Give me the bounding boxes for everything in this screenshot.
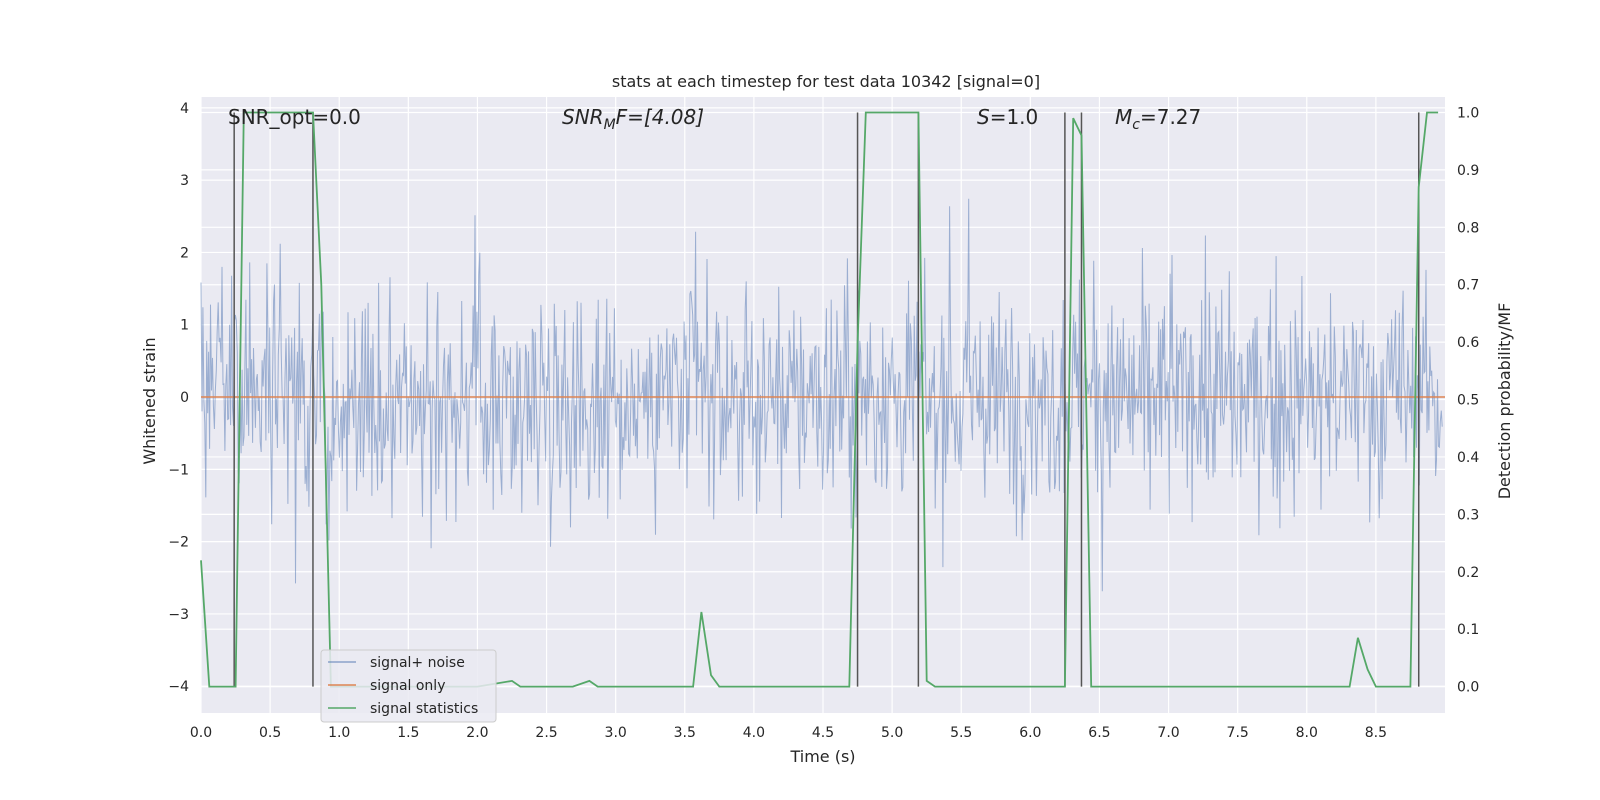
y-right-tick-label: 0.4 <box>1457 450 1479 466</box>
y-right-tick-label: 0.8 <box>1457 220 1479 236</box>
y-right-tick-label: 0.6 <box>1457 335 1479 351</box>
annotation-snr-mf-main: SNR <box>562 105 604 129</box>
annotation-mc-rest: =7.27 <box>1140 105 1201 129</box>
y-left-tick-label: 4 <box>180 101 189 117</box>
series-signal-statistics <box>200 111 1439 688</box>
y-axis-left-label: Whitened strain <box>140 337 159 464</box>
annotation-mc-italic: M <box>1115 105 1132 129</box>
x-tick-label: 2.5 <box>535 725 557 741</box>
y-right-tick-label: 1.0 <box>1457 106 1479 122</box>
y-right-tick-label: 0.3 <box>1457 507 1479 523</box>
series-signal-noise <box>200 198 1443 592</box>
legend-box <box>320 649 497 723</box>
annotation-snr-opt: SNR_opt=0.0 <box>228 105 361 129</box>
x-tick-label: 8.5 <box>1365 725 1387 741</box>
y-left-tick-label: 1 <box>180 318 189 334</box>
y-left-tick-label: 2 <box>180 245 189 261</box>
x-tick-label: 7.5 <box>1227 725 1249 741</box>
legend-label-signal-statistics: signal statistics <box>370 701 478 717</box>
y-right-tick-label: 0.7 <box>1457 278 1479 294</box>
y-left-tick-label: −2 <box>168 535 189 551</box>
annotation-s-italic: S <box>977 105 990 129</box>
x-tick-label: 7.0 <box>1157 725 1179 741</box>
x-tick-label: 3.0 <box>605 725 627 741</box>
legend-label-signal-only: signal only <box>370 678 445 694</box>
y-right-tick-label: 0.1 <box>1457 622 1479 638</box>
x-axis-label: Time (s) <box>789 747 855 766</box>
x-tick-label: 1.5 <box>397 725 419 741</box>
x-tick-label: 0.5 <box>259 725 281 741</box>
x-tick-label: 2.0 <box>466 725 488 741</box>
chart-title: stats at each timestep for test data 103… <box>612 72 1040 91</box>
annotation-snr-mf-sub: M <box>604 117 616 133</box>
x-tick-label: 0.0 <box>190 725 212 741</box>
y-axis-right-label: Detection probability/MF <box>1495 303 1514 500</box>
x-tick-label: 8.0 <box>1296 725 1318 741</box>
x-tick-label: 5.0 <box>881 725 903 741</box>
y-left-tick-label: 0 <box>180 390 189 406</box>
legend-label-signal-noise: signal+ noise <box>370 655 465 671</box>
y-left-tick-label: −1 <box>168 462 189 478</box>
noise-trace <box>200 198 1443 592</box>
y-left-tick-label: −3 <box>168 607 189 623</box>
x-tick-label: 1.0 <box>328 725 350 741</box>
x-tick-label: 6.5 <box>1088 725 1110 741</box>
y-left-tick-label: 3 <box>180 173 189 189</box>
signal-statistics-line <box>200 111 1439 688</box>
annotation-mc-sub: c <box>1132 117 1140 133</box>
annotation-snr-mf-rest: F=[4.08] <box>616 105 704 129</box>
y-axis-left-ticks: −4 −3 −2 −1 0 1 2 3 4 <box>168 101 189 695</box>
x-tick-label: 6.0 <box>1019 725 1041 741</box>
x-tick-label: 5.5 <box>950 725 972 741</box>
annotation-s-rest: =1.0 <box>990 105 1039 129</box>
y-axis-right-ticks: 0.0 0.1 0.2 0.3 0.4 0.5 0.6 0.7 0.8 0.9 1.0 <box>1457 106 1479 696</box>
y-right-tick-label: 0.0 <box>1457 680 1479 696</box>
y-right-tick-label: 0.5 <box>1457 393 1479 409</box>
y-right-tick-label: 0.2 <box>1457 565 1479 581</box>
y-right-tick-label: 0.9 <box>1457 163 1479 179</box>
legend: signal+ noise signal only signal statist… <box>320 649 497 723</box>
annotation-snr-mf: SNRMF=[4.08] <box>562 105 704 133</box>
x-tick-label: 4.0 <box>743 725 765 741</box>
y-left-tick-label: −4 <box>168 679 189 695</box>
vertical-markers <box>233 112 1420 687</box>
x-tick-label: 3.5 <box>674 725 696 741</box>
x-tick-label: 4.5 <box>812 725 834 741</box>
annotation-s: S=1.0 <box>977 105 1038 129</box>
x-axis-ticks: 0.0 0.5 1.0 1.5 2.0 2.5 3.0 3.5 4.0 4.5 5.0 5.5 6.0 6… <box>190 725 1387 741</box>
annotation-mc: Mc=7.27 <box>1115 105 1201 133</box>
